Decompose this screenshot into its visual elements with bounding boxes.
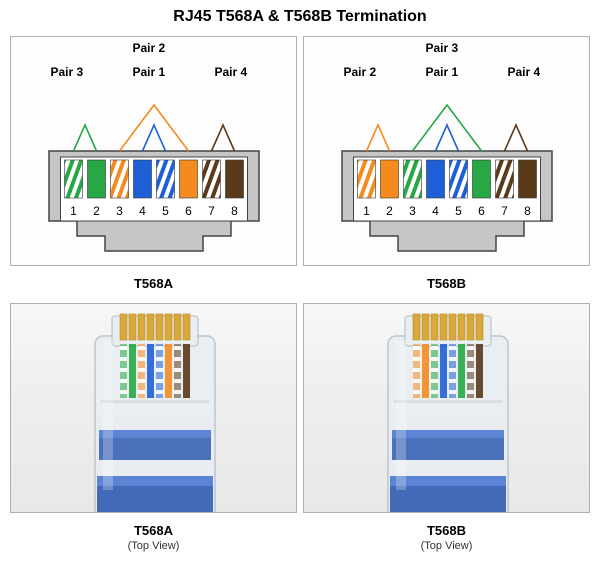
page-title: RJ45 T568A & T568B Termination [10, 8, 590, 26]
svg-text:5: 5 [162, 204, 169, 218]
svg-text:3: 3 [409, 204, 416, 218]
diagram-grid: Pair 2 Pair 3 Pair 1 Pair 4 1 2 3 4 5 6 7 8 Pai… [10, 36, 590, 558]
caption-a-plug: T568A [10, 523, 297, 538]
svg-text:2: 2 [386, 204, 393, 218]
svg-text:7: 7 [501, 204, 508, 218]
pair-label-right: Pair 4 [215, 65, 248, 79]
panel-t568a-jack: Pair 2 Pair 3 Pair 1 Pair 4 1 2 3 4 5 6 7 8 [10, 36, 297, 266]
caption-block-a: T568A (Top View) [10, 519, 297, 558]
svg-text:8: 8 [231, 204, 238, 218]
svg-text:4: 4 [432, 204, 439, 218]
caption-b-plug: T568B [303, 523, 590, 538]
jack-svg-b: 1 2 3 4 5 6 7 8 [327, 97, 567, 257]
panel-t568b-plug [303, 303, 590, 513]
pair-label-center: Pair 1 [426, 65, 459, 79]
svg-text:1: 1 [70, 204, 77, 218]
pair-label-right: Pair 4 [508, 65, 541, 79]
caption-b-jack: T568B [303, 276, 590, 291]
caption-block-b: T568B (Top View) [303, 519, 590, 558]
caption-a-jack: T568A [10, 276, 297, 291]
plug-svg-b [304, 304, 590, 513]
sub-b-plug: (Top View) [303, 540, 590, 552]
pair-label-outer: Pair 2 [133, 41, 166, 55]
svg-text:7: 7 [208, 204, 215, 218]
sub-a-plug: (Top View) [10, 540, 297, 552]
pair-label-left: Pair 2 [344, 65, 377, 79]
svg-text:3: 3 [116, 204, 123, 218]
svg-text:8: 8 [524, 204, 531, 218]
plug-svg-a [11, 304, 297, 513]
pair-label-outer: Pair 3 [426, 41, 459, 55]
svg-text:6: 6 [478, 204, 485, 218]
pair-label-left: Pair 3 [51, 65, 84, 79]
pair-labels-b: Pair 3 Pair 2 Pair 1 Pair 4 [332, 43, 562, 97]
pair-labels-a: Pair 2 Pair 3 Pair 1 Pair 4 [39, 43, 269, 97]
svg-text:1: 1 [363, 204, 370, 218]
svg-text:4: 4 [139, 204, 146, 218]
svg-text:2: 2 [93, 204, 100, 218]
svg-text:6: 6 [185, 204, 192, 218]
jack-svg-a: 1 2 3 4 5 6 7 8 [34, 97, 274, 257]
panel-t568b-jack: Pair 3 Pair 2 Pair 1 Pair 4 1 2 3 4 5 6 7 8 [303, 36, 590, 266]
pair-label-center: Pair 1 [133, 65, 166, 79]
svg-text:5: 5 [455, 204, 462, 218]
panel-t568a-plug [10, 303, 297, 513]
